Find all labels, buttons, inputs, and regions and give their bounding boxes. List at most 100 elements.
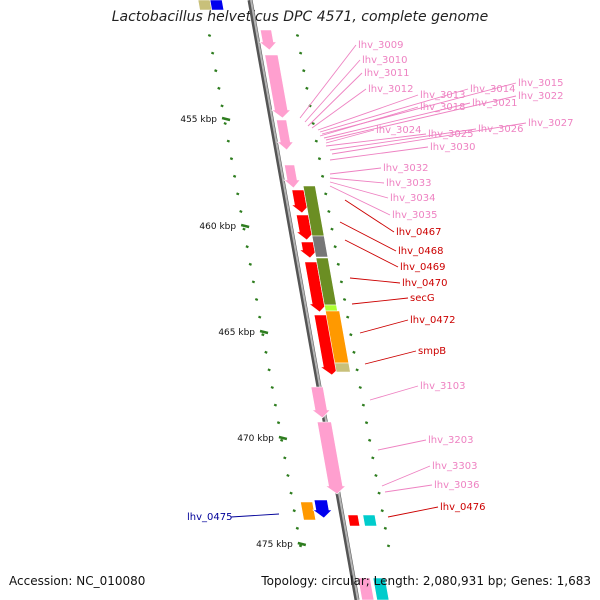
leader-line — [317, 94, 419, 131]
tick-left — [251, 280, 256, 284]
gene-label[interactable]: lhv_0476 — [440, 502, 485, 513]
tick-left — [217, 86, 221, 90]
gene-label[interactable]: lhv_3021 — [472, 98, 517, 109]
gene-label[interactable]: lhv_3034 — [390, 193, 435, 204]
leader-line — [331, 122, 527, 155]
tick-left — [295, 526, 300, 530]
leader-line — [329, 177, 385, 184]
gene-lhv_3010 — [264, 54, 292, 119]
gene-label[interactable]: lhv_3030 — [430, 142, 475, 153]
tick-left — [207, 33, 212, 38]
gene-label[interactable]: smpB — [418, 346, 446, 357]
tick-right — [355, 368, 359, 372]
tick-right — [327, 209, 331, 214]
leader-line — [329, 167, 382, 175]
gene-label[interactable]: lhv_3027 — [528, 118, 573, 129]
tick-right — [374, 473, 378, 478]
tick-right — [333, 245, 337, 249]
gene-label[interactable]: lhv_3010 — [362, 55, 407, 66]
gene-label[interactable]: lhv_3203 — [428, 435, 473, 446]
tick-left — [214, 69, 218, 73]
gene-lhv_3103 — [310, 386, 331, 419]
leader-line — [319, 106, 419, 137]
scale-label: 475 kbp — [256, 540, 293, 550]
scale-label: 465 kbp — [218, 328, 255, 338]
gene-label[interactable]: lhv_3011 — [364, 68, 409, 79]
tick-right — [371, 456, 375, 460]
gene-labels: lhv_3009 lhv_3010 lhv_3011 lhv_3012 lhv_3013… — [187, 40, 573, 523]
tick-left — [258, 315, 262, 319]
gene-label[interactable]: lhv_3025 — [428, 129, 473, 140]
gene-label[interactable]: lhv_3303 — [432, 461, 477, 472]
leader-line — [299, 44, 357, 119]
leader-line — [381, 465, 431, 487]
gene-label[interactable]: lhv_0472 — [410, 315, 455, 326]
leader-line — [329, 181, 389, 199]
gene-label[interactable]: lhv_0468 — [398, 246, 443, 257]
gene-blue-top — [209, 0, 225, 11]
tick-left — [273, 403, 278, 407]
gene-lhv_3012 — [276, 119, 294, 151]
tick-left — [286, 473, 290, 478]
gene-cyan — [362, 514, 378, 527]
gene-cyan-bottom — [372, 577, 390, 600]
genome-backbone-highlight — [250, 0, 359, 600]
gene-label[interactable]: lhv_0470 — [402, 278, 447, 289]
scale-labels: 455 kbp 460 kbp 465 kbp 470 kbp 475 kbp — [180, 115, 307, 550]
leader-line — [387, 506, 439, 518]
tick-marks — [207, 33, 391, 548]
tick-right — [380, 509, 384, 513]
gene-lhv_0475-orange — [300, 501, 317, 521]
gene-label[interactable]: lhv_3014 — [470, 84, 515, 95]
tick-right — [339, 280, 344, 284]
tick-right — [314, 139, 318, 143]
gene-label[interactable]: lhv_3032 — [383, 163, 428, 174]
gene-label[interactable]: lhv_3012 — [368, 84, 413, 95]
genome-title: Lactobacillus helveticus DPC 4571, compl… — [111, 9, 489, 25]
scale-label: 460 kbp — [199, 222, 236, 232]
gene-label[interactable]: lhv_3026 — [478, 124, 523, 135]
gene-label[interactable]: lhv_3036 — [434, 480, 479, 491]
tick-left — [210, 51, 215, 55]
leader-line — [344, 199, 395, 233]
gene-lhv_0476 — [347, 514, 361, 527]
tick-left — [239, 209, 243, 214]
gene-label[interactable]: lhv_3022 — [518, 91, 563, 102]
gene-label[interactable]: lhv_0475 — [187, 512, 232, 523]
leader-line — [230, 513, 280, 518]
major-tick — [297, 541, 307, 547]
gene-label[interactable]: lhv_3103 — [420, 381, 465, 392]
gene-label[interactable]: lhv_0467 — [396, 227, 441, 238]
gene-label[interactable]: lhv_3024 — [376, 125, 421, 136]
gene-lhv_0475 — [312, 499, 333, 519]
major-tick — [240, 223, 250, 229]
leader-line — [339, 221, 397, 252]
tick-right — [346, 315, 350, 319]
tick-left — [267, 368, 271, 372]
gene-label[interactable]: lhv_3009 — [358, 40, 403, 51]
leader-line — [325, 95, 517, 141]
tick-right — [349, 333, 353, 337]
tick-right — [383, 526, 388, 530]
leader-line — [329, 146, 429, 161]
tick-right — [295, 33, 300, 38]
tick-left — [242, 227, 246, 231]
leader-line — [307, 72, 363, 127]
gene-label[interactable]: secG — [410, 293, 435, 304]
gene-label[interactable]: lhv_3015 — [518, 78, 563, 89]
gene-label[interactable]: lhv_3013 — [420, 90, 465, 101]
tick-right — [358, 385, 362, 390]
gene-label[interactable]: lhv_3033 — [386, 178, 431, 189]
tick-right — [298, 51, 303, 55]
tick-left — [248, 262, 252, 266]
gene-label[interactable]: lhv_3035 — [392, 210, 437, 221]
tick-right — [311, 121, 315, 126]
gene-label[interactable]: lhv_3018 — [420, 102, 465, 113]
tick-left — [232, 174, 237, 178]
leader-line — [369, 385, 419, 401]
gene-label[interactable]: lhv_0469 — [400, 262, 445, 273]
gene-features — [197, 0, 390, 600]
leader-line — [359, 319, 409, 334]
tick-left — [254, 297, 259, 302]
